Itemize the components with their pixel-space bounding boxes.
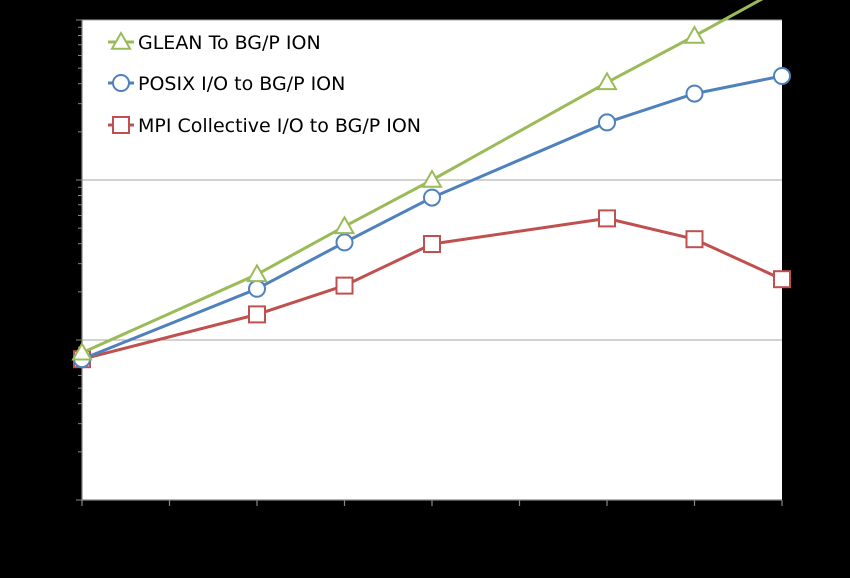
legend-item-mpi: MPI Collective I/O to BG/P ION xyxy=(108,115,421,137)
legend: GLEAN To BG/P ION POSIX I/O to BG/P ION … xyxy=(108,30,421,137)
series-0-point-1 xyxy=(246,263,268,283)
series-0-point-5 xyxy=(683,24,706,44)
legend-marker-shape-1 xyxy=(112,74,130,92)
legend-marker-glean xyxy=(110,30,132,50)
series-1-point-1 xyxy=(248,279,266,298)
series-1-point-3 xyxy=(423,188,441,207)
legend-marker-posix xyxy=(112,74,130,92)
legend-label-posix: POSIX I/O to BG/P ION xyxy=(138,73,345,95)
legend-label-glean: GLEAN To BG/P ION xyxy=(138,32,321,54)
series-1-point-4 xyxy=(598,113,616,132)
series-0-point-3 xyxy=(421,168,443,188)
series-2-point-3 xyxy=(423,235,441,253)
series-1-point-2 xyxy=(335,233,354,252)
series-2-point-1 xyxy=(248,305,266,324)
series-0-point-0 xyxy=(71,341,93,361)
series-1-point-6 xyxy=(773,67,791,85)
legend-marker-mpi xyxy=(112,116,130,134)
plot-area xyxy=(82,20,782,500)
series-0 xyxy=(71,0,764,361)
series-2-point-5 xyxy=(685,230,704,249)
legend-marker-shape-0 xyxy=(110,30,132,50)
series-0-point-2 xyxy=(333,215,356,235)
legend-item-glean: GLEAN To BG/P ION xyxy=(108,30,321,54)
series-group xyxy=(71,0,791,369)
legend-item-posix: POSIX I/O to BG/P ION xyxy=(108,73,345,95)
series-0-point-4 xyxy=(596,71,618,91)
series-2-point-6 xyxy=(773,270,791,289)
series-2-point-4 xyxy=(598,209,616,228)
series-1-point-5 xyxy=(685,84,704,103)
series-2-point-2 xyxy=(335,276,354,295)
legend-marker-shape-2 xyxy=(112,116,130,134)
legend-label-mpi: MPI Collective I/O to BG/P ION xyxy=(138,115,421,137)
